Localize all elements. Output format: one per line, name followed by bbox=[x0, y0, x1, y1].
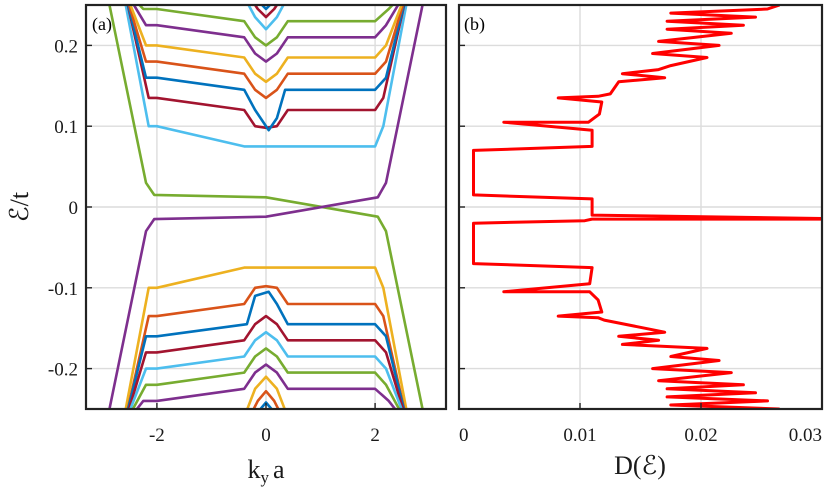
band-line-band-4 bbox=[127, 5, 405, 100]
panel-label-b: (b) bbox=[464, 14, 485, 35]
x-tick-label-b: 0 bbox=[459, 425, 469, 446]
band-line-band-3n bbox=[126, 290, 406, 409]
x-tick-label-b: 0.02 bbox=[684, 425, 717, 446]
band-line-band-5 bbox=[129, 5, 403, 84]
band-line-band-10n bbox=[258, 401, 274, 409]
band-line-band-8n bbox=[245, 375, 287, 409]
x-axis-title-a-rest: a bbox=[273, 455, 285, 484]
x-tick-label-a: 0 bbox=[261, 425, 271, 446]
x-axis-title-b: D(ℰ) bbox=[614, 451, 666, 480]
band-line-band-6n bbox=[131, 347, 401, 409]
band-line-band-9n bbox=[252, 389, 280, 409]
x-tick-label-a: 2 bbox=[370, 425, 380, 446]
band-line-band-7 bbox=[137, 5, 395, 47]
x-axis-title-a-sub: y bbox=[260, 468, 269, 487]
y-tick-label: 0 bbox=[69, 198, 79, 219]
ticks-b: 0 0.01 0.02 0.03 bbox=[458, 44, 823, 446]
y-tick-label: 0.2 bbox=[54, 36, 78, 57]
band-line-band-2n bbox=[126, 284, 406, 409]
ticks-a: -2 0 2 -0.2 -0.1 0 0.1 0.2 bbox=[48, 36, 380, 446]
x-axis-title-a: ky a bbox=[247, 455, 285, 487]
panel-label-a: (a) bbox=[92, 14, 112, 35]
band-line-band-4n bbox=[127, 314, 405, 409]
grid-b bbox=[458, 5, 823, 409]
density-of-states bbox=[472, 5, 822, 409]
x-tick-label-b: 0.03 bbox=[789, 425, 822, 446]
y-tick-label: -0.2 bbox=[48, 360, 78, 381]
dos-line bbox=[472, 5, 822, 409]
x-tick-label-b: 0.01 bbox=[563, 425, 596, 446]
band-line-band-7n bbox=[135, 363, 397, 409]
band-line-edge-lower bbox=[108, 5, 424, 409]
band-line-band-3 bbox=[126, 5, 406, 132]
band-line-edge-upper bbox=[108, 5, 424, 409]
panel-b: 0 0.01 0.02 0.03 (b) D(ℰ) bbox=[457, 3, 824, 480]
x-axis-title-a-main: k bbox=[247, 455, 260, 484]
band-line-band-1 bbox=[124, 5, 408, 148]
band-line-band-1n bbox=[124, 266, 408, 409]
band-line-band-8 bbox=[247, 5, 285, 31]
band-line-band-10 bbox=[260, 5, 272, 11]
panel-a: -2 0 2 -0.2 -0.1 0 0.1 0.2 (a) ky a ℰ/t bbox=[5, 3, 448, 487]
band-line-band-5n bbox=[129, 330, 403, 409]
y-axis-title: ℰ/t bbox=[5, 191, 34, 222]
y-tick-label: -0.1 bbox=[48, 279, 78, 300]
y-tick-label: 0.1 bbox=[54, 117, 78, 138]
band-structure bbox=[108, 5, 424, 409]
band-line-band-6 bbox=[132, 5, 400, 63]
band-line-band-9 bbox=[253, 5, 279, 19]
x-tick-label-a: -2 bbox=[149, 425, 165, 446]
